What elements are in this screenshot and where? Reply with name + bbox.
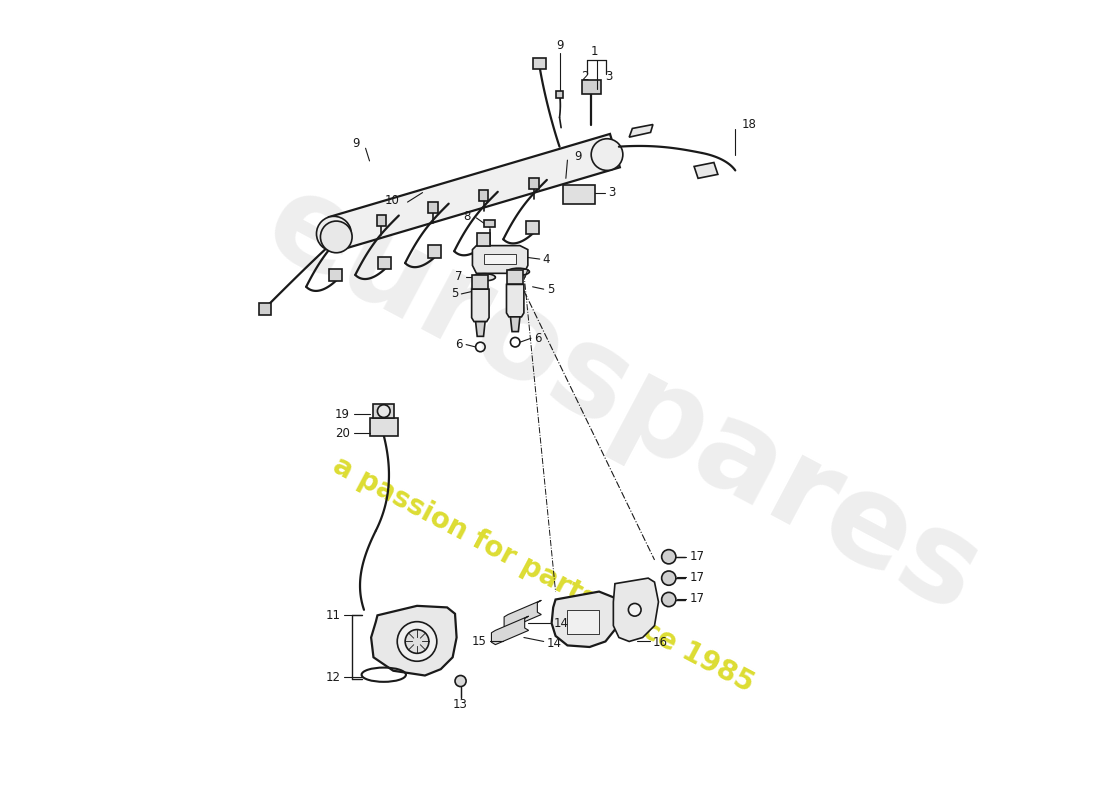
Text: 17: 17 bbox=[690, 550, 704, 563]
Circle shape bbox=[591, 138, 623, 170]
Text: 17: 17 bbox=[690, 592, 704, 606]
Text: 20: 20 bbox=[334, 426, 350, 440]
Text: 6: 6 bbox=[535, 332, 541, 345]
Text: 9: 9 bbox=[352, 137, 360, 150]
Bar bbox=[472, 275, 488, 289]
Bar bbox=[258, 303, 272, 314]
Bar bbox=[582, 80, 601, 94]
Polygon shape bbox=[472, 246, 528, 274]
Text: 19: 19 bbox=[334, 408, 350, 421]
Bar bbox=[428, 245, 441, 258]
Text: 13: 13 bbox=[453, 698, 468, 711]
Text: 3: 3 bbox=[608, 186, 616, 199]
Circle shape bbox=[317, 216, 351, 251]
Circle shape bbox=[455, 675, 466, 686]
Polygon shape bbox=[694, 162, 718, 178]
Text: 3: 3 bbox=[605, 70, 613, 83]
Bar bbox=[378, 257, 390, 270]
Circle shape bbox=[397, 622, 437, 662]
Text: 8: 8 bbox=[463, 210, 471, 223]
Bar bbox=[374, 404, 394, 418]
Text: 2: 2 bbox=[581, 70, 589, 83]
Ellipse shape bbox=[507, 268, 529, 275]
Text: 1: 1 bbox=[591, 45, 598, 58]
Text: 10: 10 bbox=[385, 194, 399, 207]
Polygon shape bbox=[472, 289, 490, 322]
Text: 7: 7 bbox=[521, 269, 529, 282]
Bar bbox=[568, 610, 600, 634]
Bar bbox=[556, 91, 563, 98]
Text: a passion for parts since 1985: a passion for parts since 1985 bbox=[329, 451, 759, 698]
Text: 9: 9 bbox=[556, 39, 563, 52]
Polygon shape bbox=[551, 591, 619, 647]
Polygon shape bbox=[510, 317, 520, 331]
Text: 12: 12 bbox=[326, 670, 341, 683]
Circle shape bbox=[320, 221, 352, 253]
Bar bbox=[370, 418, 398, 436]
Bar bbox=[563, 185, 595, 204]
Text: 11: 11 bbox=[326, 609, 341, 622]
Bar bbox=[529, 178, 539, 190]
Bar bbox=[477, 233, 490, 246]
Polygon shape bbox=[329, 134, 620, 250]
Bar bbox=[526, 221, 539, 234]
Text: 14: 14 bbox=[553, 617, 569, 630]
Polygon shape bbox=[629, 125, 653, 137]
Circle shape bbox=[628, 603, 641, 616]
Bar bbox=[329, 269, 342, 282]
Polygon shape bbox=[484, 254, 516, 264]
Bar bbox=[428, 202, 438, 213]
Polygon shape bbox=[371, 606, 456, 675]
Text: 15: 15 bbox=[472, 635, 486, 648]
Bar bbox=[478, 190, 488, 202]
Circle shape bbox=[405, 630, 429, 654]
Text: 5: 5 bbox=[451, 287, 459, 301]
Text: 5: 5 bbox=[547, 282, 554, 296]
Polygon shape bbox=[506, 285, 524, 317]
Bar bbox=[534, 58, 546, 69]
Circle shape bbox=[661, 550, 675, 564]
Circle shape bbox=[377, 405, 390, 418]
Text: 16: 16 bbox=[653, 636, 668, 649]
Bar bbox=[484, 219, 495, 227]
Text: 18: 18 bbox=[741, 118, 757, 131]
Text: 17: 17 bbox=[690, 571, 704, 584]
Text: 14: 14 bbox=[547, 638, 562, 650]
Polygon shape bbox=[475, 322, 485, 336]
Text: eurospares: eurospares bbox=[245, 161, 1000, 639]
Text: 9: 9 bbox=[574, 150, 581, 162]
Text: 7: 7 bbox=[455, 270, 463, 283]
Circle shape bbox=[661, 592, 675, 606]
Text: 6: 6 bbox=[455, 338, 463, 351]
Circle shape bbox=[661, 571, 675, 586]
Bar bbox=[507, 270, 524, 285]
Polygon shape bbox=[492, 616, 529, 645]
Polygon shape bbox=[614, 578, 659, 642]
Polygon shape bbox=[504, 600, 541, 629]
Ellipse shape bbox=[473, 274, 495, 281]
Bar bbox=[376, 214, 386, 226]
Text: 4: 4 bbox=[542, 253, 550, 266]
